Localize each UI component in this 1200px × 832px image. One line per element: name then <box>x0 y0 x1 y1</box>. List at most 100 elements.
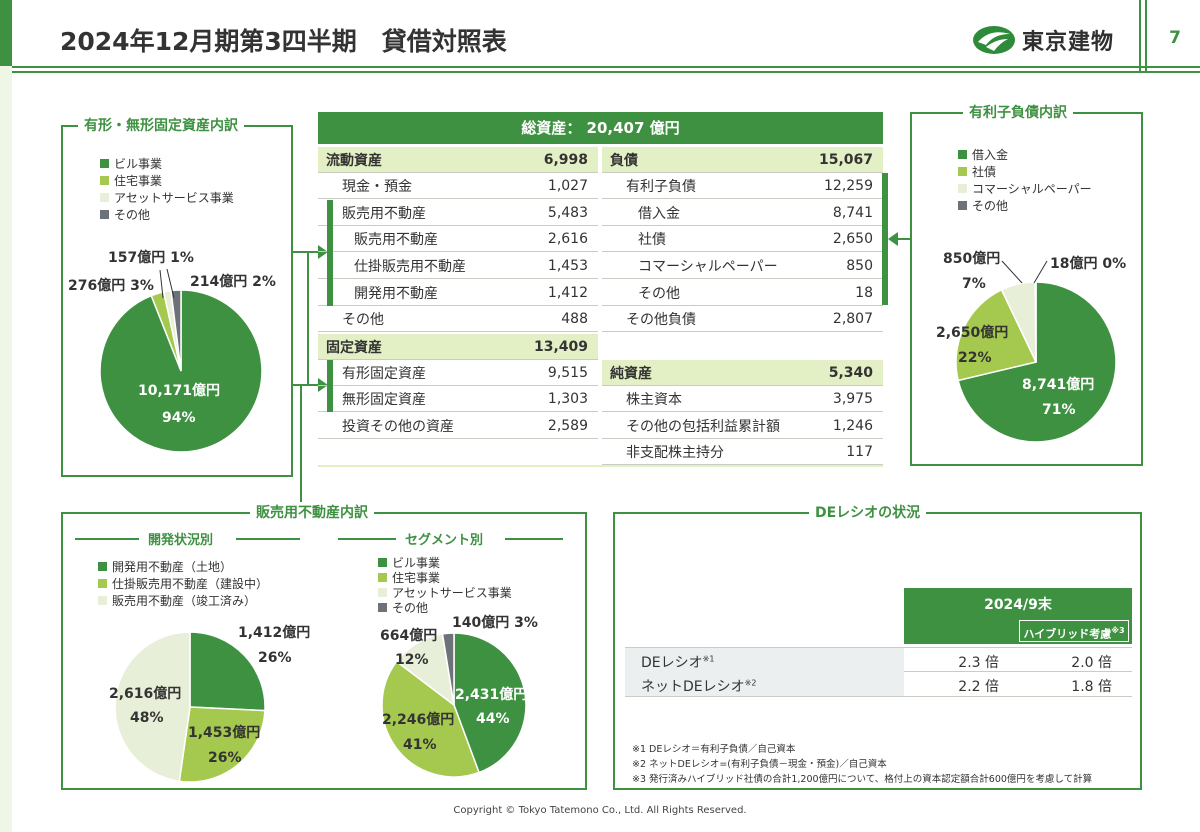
de-row: ネットDEレシオ※2 2.2 倍 1.8 倍 <box>625 672 1132 697</box>
bs-row-fixed-assets: 固定資産 13,409 <box>318 334 598 360</box>
pie-slice-1 <box>381 660 480 778</box>
de-year-label: 2024/9末 <box>984 597 1052 613</box>
pie-label-debt-other: 18億円 0% <box>1050 256 1127 272</box>
bs-row-ca-other: その他 488 <box>318 306 598 332</box>
bs-row-capital: 株主資本 3,975 <box>602 386 883 412</box>
bs-row-inv-dev: 開発用不動産 1,412 <box>318 280 598 306</box>
legend-item: その他 <box>378 600 512 615</box>
pie-label-seg-asset: 664億円 <box>380 628 438 644</box>
pie-label-seg-other: 140億円 3% <box>452 615 538 631</box>
highlight-bar <box>327 360 333 412</box>
pie-label-other: 214億円 2% <box>190 274 276 290</box>
pie-slice-3 <box>1034 281 1037 363</box>
dev-status-pie <box>114 631 266 783</box>
company-logo: 東京建物 <box>972 24 1114 56</box>
pie-slice-3 <box>170 289 182 372</box>
dev-status-title: 開発状況別 <box>148 533 214 548</box>
bs-row-liabilities: 負債 15,067 <box>602 147 883 173</box>
subtitle-rule <box>505 538 563 540</box>
header-accent-bar <box>0 0 12 66</box>
pie-slice-2 <box>114 631 191 783</box>
pie-label-bonds: 2,650億円 <box>936 325 1009 341</box>
connector-line <box>893 238 911 240</box>
left-accent-strip <box>0 0 12 832</box>
bs-row-ibd-other: その他 18 <box>602 280 883 306</box>
legend-item: ビル事業 <box>378 555 512 570</box>
page-number: 7 <box>1169 28 1181 48</box>
connector-line <box>307 251 321 253</box>
bs-row-ibd: 有利子負債 12,259 <box>602 173 883 199</box>
pie-label-housing: 276億円 3% <box>68 278 154 294</box>
legend-item: 借入金 <box>958 146 1092 163</box>
pie-label-done-pct: 48% <box>130 710 164 726</box>
pie-slice-1 <box>955 288 1038 382</box>
connector-line <box>307 251 309 385</box>
legend-item: コマーシャルペーパー <box>958 180 1092 197</box>
fixed-assets-legend: ビル事業 住宅事業 アセットサービス事業 その他 <box>100 155 234 223</box>
legend-item: アセットサービス事業 <box>378 585 512 600</box>
connector-line <box>293 251 308 253</box>
dev-status-legend: 開発用不動産（土地） 仕掛販売用不動産（建設中） 販売用不動産（竣工済み） <box>98 558 268 609</box>
bs-row-nci: 非支配株主持分 117 <box>602 439 883 465</box>
pie-label-seg-building: 2,431億円 <box>455 687 528 703</box>
pie-label-loans: 8,741億円 <box>1022 377 1095 393</box>
pie-leader-lines <box>1001 260 1048 284</box>
highlight-bar <box>882 173 888 305</box>
pie-leader-lines <box>159 268 175 299</box>
legend-item: 仕掛販売用不動産（建設中） <box>98 575 268 592</box>
copyright: Copyright © Tokyo Tatemono Co., Ltd. All… <box>453 805 747 816</box>
fixed-assets-title: 有形・無形固定資産内訳 <box>78 115 244 135</box>
highlight-bar <box>327 200 333 306</box>
legend-item: 販売用不動産（竣工済み） <box>98 592 268 609</box>
pie-label-seg-housing: 2,246億円 <box>382 712 455 728</box>
pie-label-asset: 157億円 1% <box>108 250 194 266</box>
connector-line <box>293 384 321 386</box>
legend-item: アセットサービス事業 <box>100 189 234 206</box>
pie-label-dev-pct: 26% <box>258 650 292 666</box>
bs-row-other-liab: その他負債 2,807 <box>602 306 883 332</box>
segment-title: セグメント別 <box>405 533 484 548</box>
pie-label-building: 10,171億円 <box>138 383 221 399</box>
bs-row-net-assets: 純資産 5,340 <box>602 360 883 386</box>
bs-row-cp: コマーシャルペーパー 850 <box>602 253 883 279</box>
bs-row-bonds: 社債 2,650 <box>602 226 883 252</box>
legend-item: その他 <box>958 197 1092 214</box>
connector-line <box>300 385 302 512</box>
pie-label-seg-asset-pct: 12% <box>395 652 429 668</box>
subtitle-rule <box>75 538 139 540</box>
page-title: 2024年12月期第3四半期 貸借対照表 <box>60 27 507 56</box>
de-row: DEレシオ※1 2.3 倍 2.0 倍 <box>625 647 1132 672</box>
legend-item: ビル事業 <box>100 155 234 172</box>
arrow-icon <box>888 232 898 246</box>
pie-slice-0 <box>957 281 1117 443</box>
pie-label-cp: 850億円 <box>943 251 1001 267</box>
pie-slice-3 <box>441 632 455 706</box>
de-ratio-title: DEレシオの状況 <box>809 502 927 522</box>
bs-row-current-assets: 流動資産 6,998 <box>318 147 598 173</box>
legend-item: その他 <box>100 206 234 223</box>
legend-item: 社債 <box>958 163 1092 180</box>
debt-legend: 借入金 社債 コマーシャルペーパー その他 <box>958 146 1092 214</box>
note-line: ※3 発行済みハイブリッド社債の合計1,200億円について、格付上の資本認定額合… <box>632 774 1093 785</box>
bs-row-loans: 借入金 8,741 <box>602 200 883 226</box>
de-table-header <box>904 588 1132 644</box>
bs-row-intangible: 無形固定資産 1,303 <box>318 386 598 412</box>
de-hybrid-label: ハイブリッド考慮※3 <box>1019 620 1129 642</box>
debt-pie <box>955 281 1117 443</box>
note-line: ※1 DEレシオ＝有利子負債／自己資本 <box>632 744 796 755</box>
header-divider <box>12 66 1200 68</box>
bs-row-investments: 投資その他の資産 2,589 <box>318 413 598 439</box>
pie-slice-0 <box>189 631 266 712</box>
pie-label-seg-building-pct: 44% <box>476 711 510 727</box>
subtitle-rule <box>236 538 300 540</box>
bs-bottom-rule <box>318 465 883 467</box>
header-divider-2 <box>12 71 1200 73</box>
pie-slice-1 <box>178 706 266 783</box>
bs-row-inv-wip: 仕掛販売用不動産 1,453 <box>318 253 598 279</box>
bs-row-inventory: 販売用不動産 5,483 <box>318 200 598 226</box>
pie-label-loans-pct: 71% <box>1042 402 1076 418</box>
segment-legend: ビル事業 住宅事業 アセットサービス事業 その他 <box>378 555 512 615</box>
header-separator <box>1139 0 1141 73</box>
de-notes: ※1 DEレシオ＝有利子負債／自己資本 ※2 ネットDEレシオ=(有利子負債－現… <box>632 742 1092 787</box>
pie-label-done: 2,616億円 <box>109 686 182 702</box>
